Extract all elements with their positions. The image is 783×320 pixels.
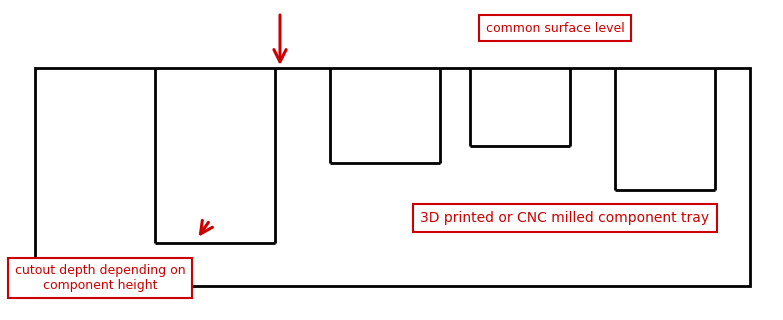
Text: 3D printed or CNC milled component tray: 3D printed or CNC milled component tray: [420, 211, 709, 225]
Bar: [35, 68, 750, 286]
Text: common surface level: common surface level: [485, 21, 624, 35]
Text: cutout depth depending on
component height: cutout depth depending on component heig…: [15, 264, 186, 292]
